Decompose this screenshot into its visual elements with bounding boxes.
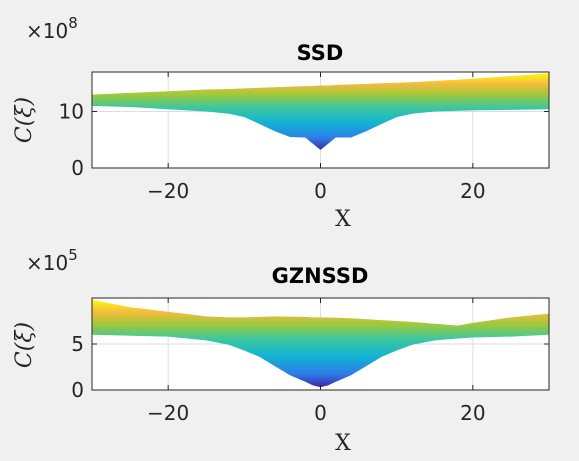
exponent-base: ×10 [26, 19, 68, 43]
area-marks [92, 73, 549, 150]
y-tick-label: 0 [71, 156, 84, 180]
x-tick-label: −20 [147, 401, 189, 425]
x-ticks: −20 0 20 [147, 72, 486, 203]
surface-band [92, 73, 549, 150]
x-tick-label: 20 [460, 179, 485, 203]
y-ticks: 05 [71, 332, 549, 402]
x-ticks: −20 0 20 [147, 298, 486, 425]
exponent-power: 5 [68, 246, 78, 264]
chart-title: SSD [297, 41, 344, 65]
y-axis-label: C(ξ) [12, 322, 37, 368]
x-tick-label: 0 [314, 401, 327, 425]
x-tick-label: 20 [460, 401, 485, 425]
exponent-base: ×10 [26, 251, 68, 275]
chart-title: GZNSSD [272, 264, 369, 288]
axis-exponent: ×108 [26, 14, 78, 43]
area-marks [92, 299, 549, 388]
y-tick-label: 10 [59, 100, 84, 124]
surface-band [92, 299, 549, 388]
exponent-power: 8 [68, 14, 78, 32]
ssd-chart: −20 0 20 0 10 SSD X C(ξ) ×108 [12, 14, 550, 232]
y-ticks: 0 10 [59, 100, 549, 180]
gznssd-chart: −20 0 20 05 GZNSSD X C(ξ) ×105 [12, 246, 550, 456]
axis-exponent: ×105 [26, 246, 78, 275]
y-tick-label: 5 [71, 332, 84, 356]
y-tick-label: 0 [71, 378, 84, 402]
x-axis-label: X [335, 431, 351, 456]
x-tick-label: −20 [147, 179, 189, 203]
x-axis-label: X [335, 207, 351, 232]
y-axis-label: C(ξ) [12, 97, 37, 143]
x-tick-label: 0 [314, 179, 327, 203]
